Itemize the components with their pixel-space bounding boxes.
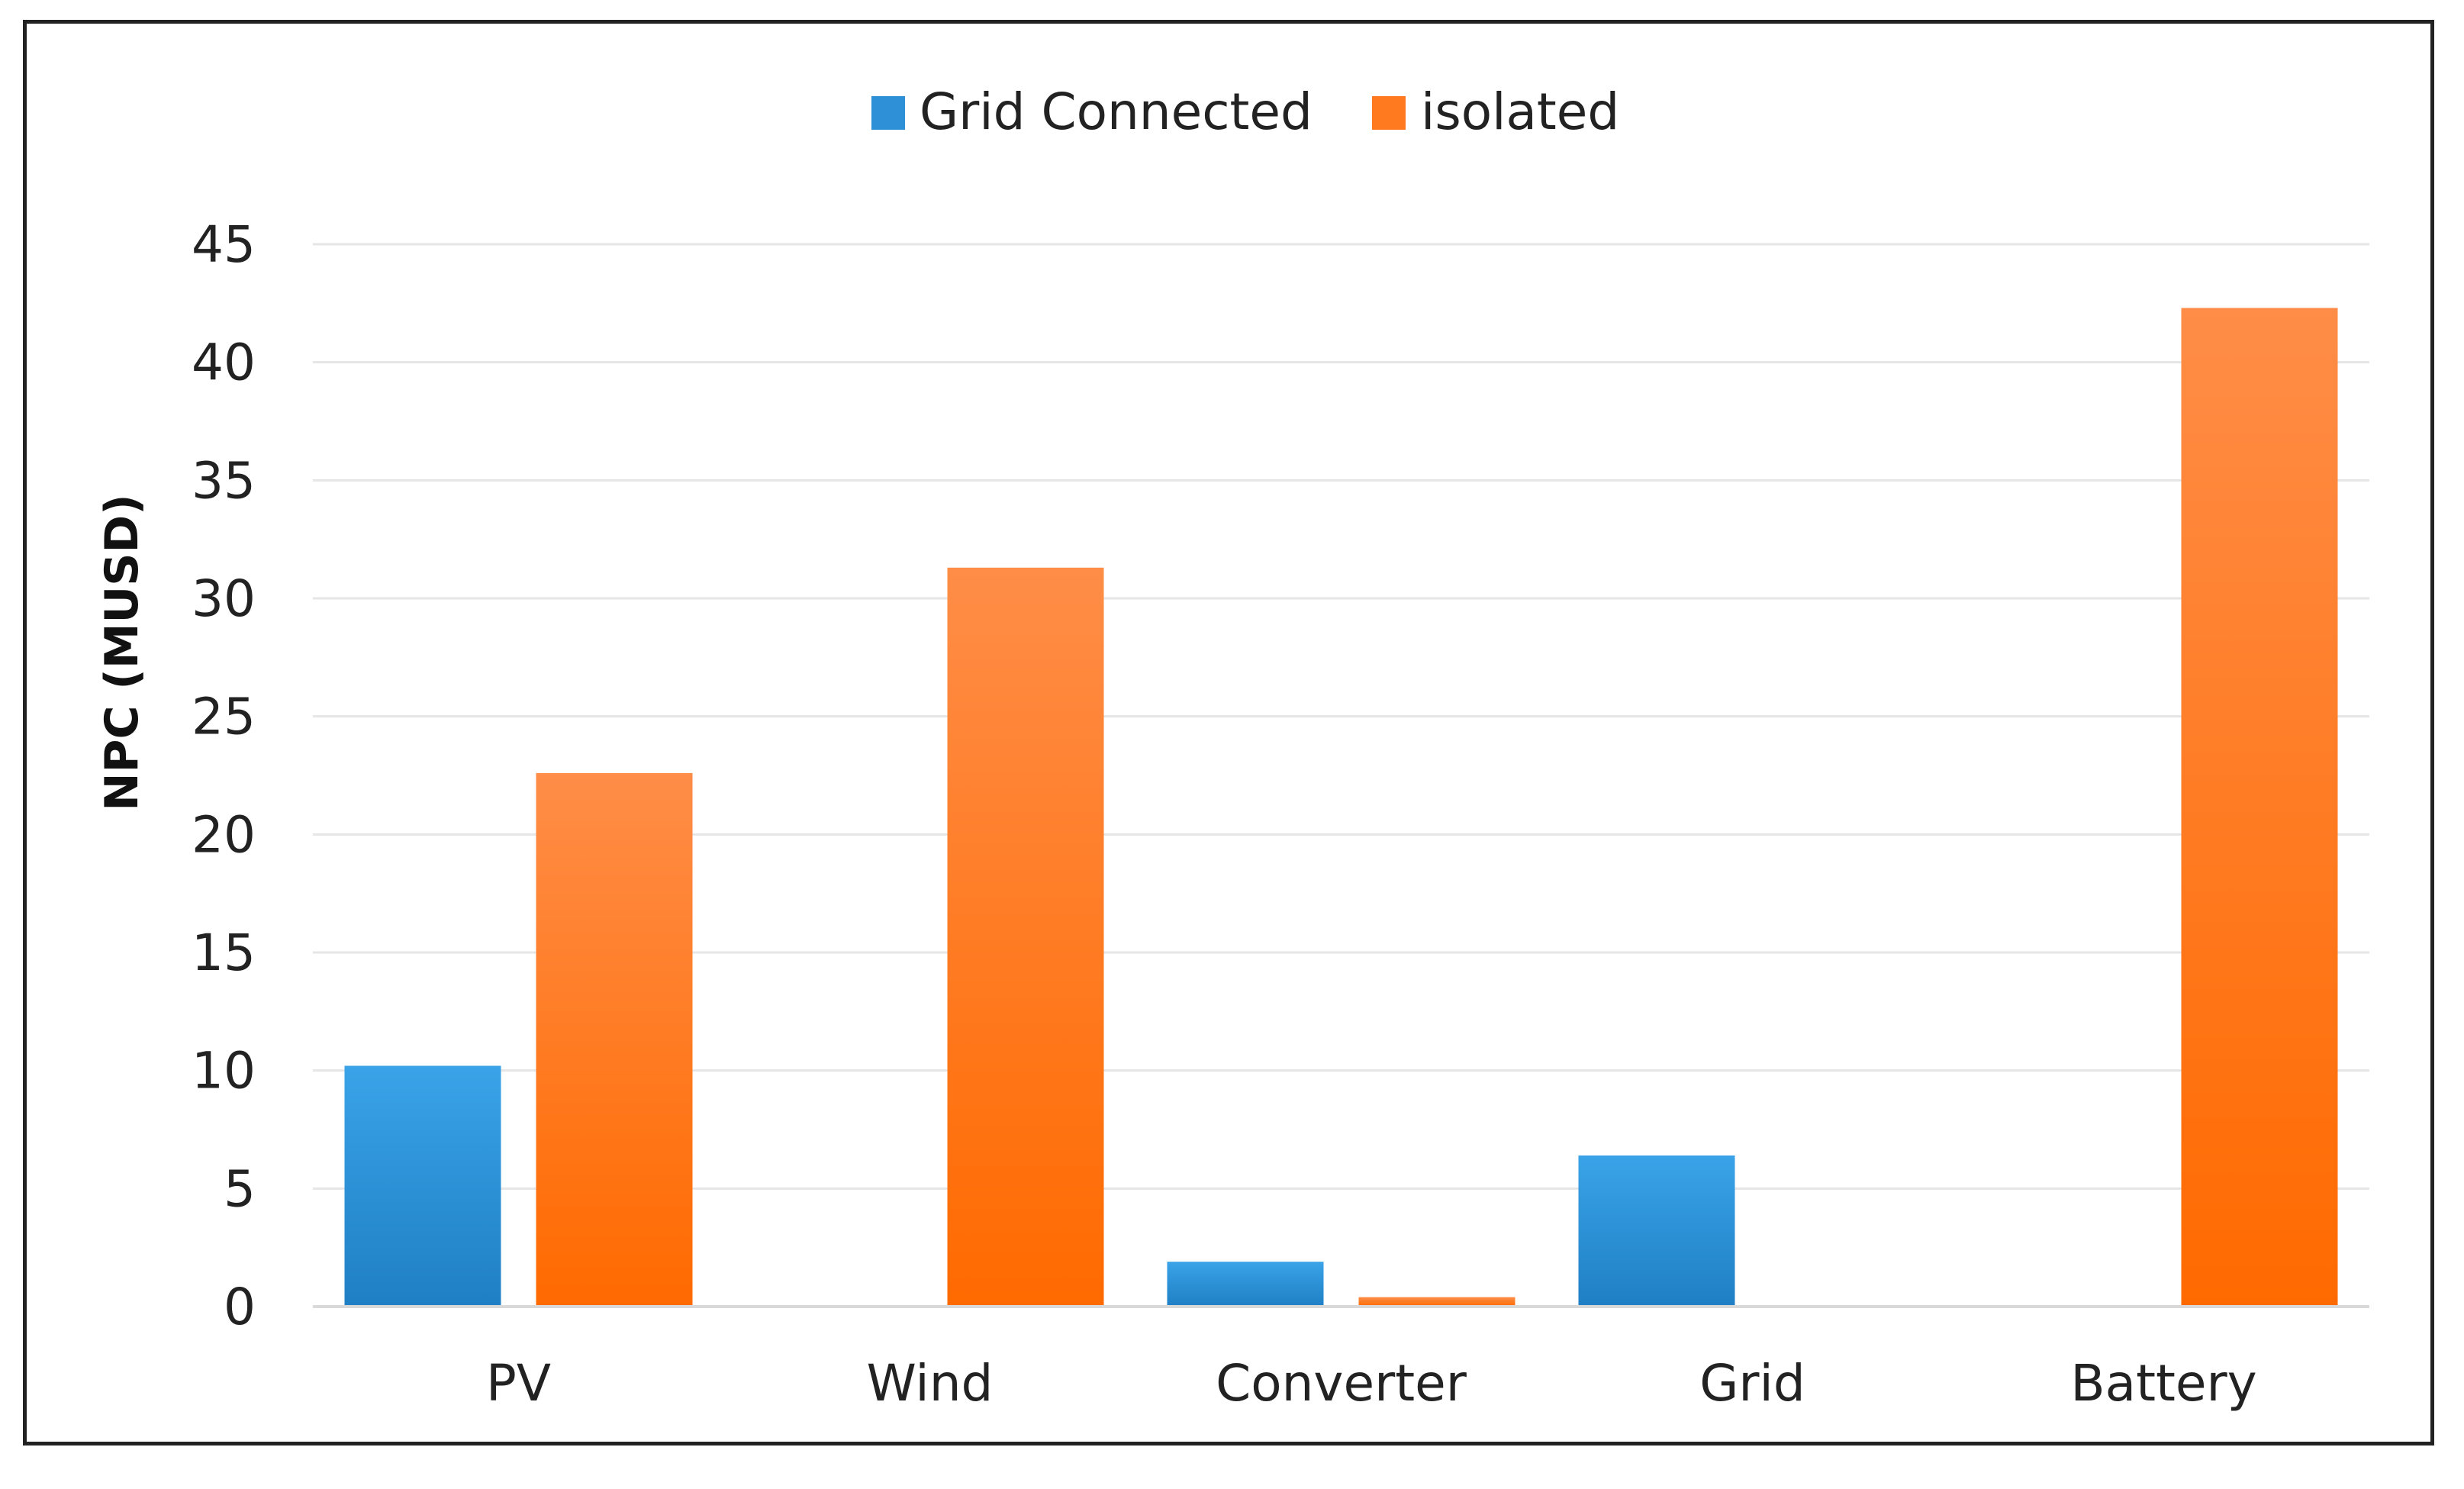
bar-battery-isolated (2181, 308, 2338, 1307)
legend-label-grid-connected: Grid Connected (920, 82, 1313, 141)
y-tick-label: 45 (192, 215, 256, 274)
y-tick-label: 0 (224, 1278, 256, 1336)
legend-label-isolated: isolated (1421, 82, 1619, 141)
x-tick-labels: PV Wind Converter Grid Battery (486, 1354, 2257, 1413)
legend: Grid Connected isolated (871, 82, 1619, 141)
legend-swatch-isolated (1372, 96, 1406, 130)
x-tick-label: Battery (2070, 1354, 2256, 1413)
y-tick-label: 30 (192, 569, 256, 628)
bar-wind-isolated (947, 567, 1104, 1307)
y-axis-label: NPC (MUSD) (95, 494, 149, 811)
y-tick-label: 10 (192, 1042, 256, 1101)
legend-swatch-grid-connected (871, 96, 905, 130)
x-tick-label: Converter (1216, 1354, 1467, 1413)
x-tick-label: PV (486, 1354, 551, 1413)
bar-converter-grid-connected (1167, 1262, 1324, 1307)
bar-converter-isolated (1358, 1297, 1515, 1307)
bars (344, 308, 2338, 1307)
y-tick-label: 40 (192, 334, 256, 392)
y-tick-label: 35 (192, 451, 256, 510)
y-tick-label: 5 (224, 1159, 256, 1218)
bar-pv-grid-connected (344, 1065, 501, 1307)
bar-pv-isolated (536, 772, 693, 1307)
y-tick-label: 20 (192, 805, 256, 864)
y-tick-label: 25 (192, 688, 256, 746)
bar-grid-grid-connected (1578, 1155, 1735, 1307)
y-tick-label: 15 (192, 923, 256, 982)
x-tick-label: Grid (1699, 1354, 1805, 1413)
x-tick-label: Wind (867, 1354, 994, 1413)
y-tick-labels: 0 5 10 15 20 25 30 35 40 45 (192, 215, 256, 1336)
